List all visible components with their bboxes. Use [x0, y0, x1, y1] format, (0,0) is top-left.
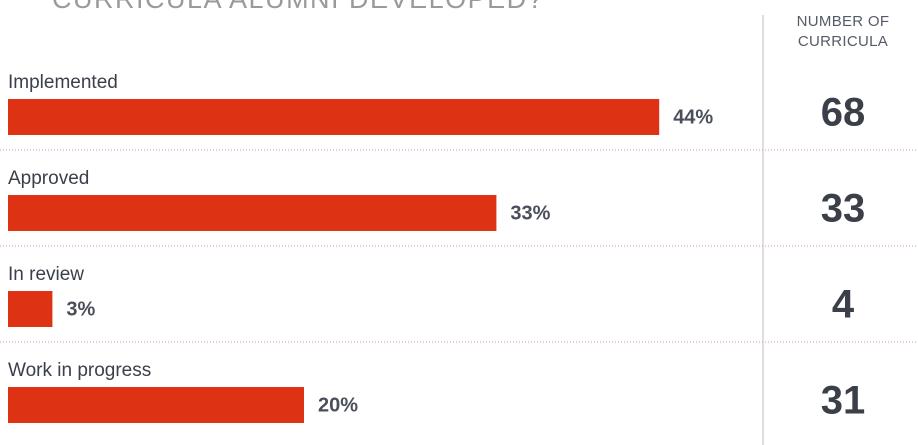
count-value: 33 [821, 187, 866, 231]
category-label: In review [8, 264, 84, 285]
count-value: 31 [821, 379, 866, 423]
category-label: Implemented [8, 72, 118, 93]
category-label: Approved [8, 168, 89, 189]
category-label: Work in progress [8, 360, 151, 381]
value-label: 33% [510, 202, 550, 224]
bar [8, 291, 53, 327]
value-label: 20% [318, 394, 358, 416]
bar [8, 387, 304, 423]
bar [8, 195, 497, 231]
bar [8, 99, 660, 135]
value-label: 44% [673, 106, 713, 128]
chart-title: CURRICULA ALUMNI DEVELOPED? [52, 0, 544, 14]
value-label: 3% [66, 298, 95, 320]
count-value: 68 [821, 91, 866, 135]
count-value: 4 [832, 283, 855, 327]
column-header: NUMBER OF CURRICULA [796, 13, 890, 50]
